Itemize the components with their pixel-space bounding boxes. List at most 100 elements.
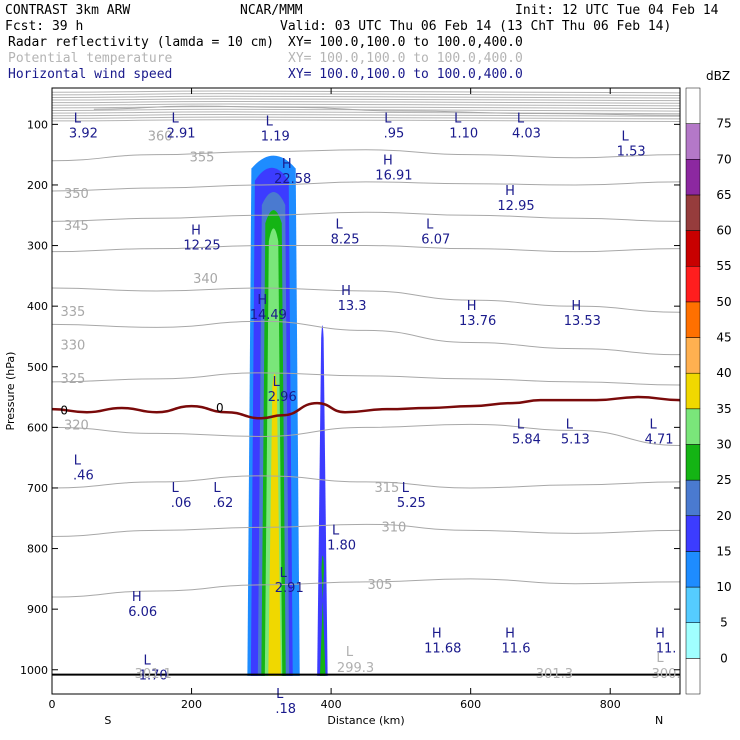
theta-extremum-type: L [656, 651, 664, 666]
wind-extremum-value: 2.91 [167, 126, 196, 141]
wind-extremum-value: 4.03 [512, 126, 541, 141]
wind-extremum-type: H [383, 154, 393, 169]
reflectivity-cell [268, 373, 281, 676]
theta-contour-upper [51, 93, 681, 96]
wind-extremum: L.06 [171, 481, 192, 511]
wind-extremum: L5.25 [397, 481, 426, 511]
wind-extremum: H11. [655, 626, 676, 656]
wind-extremum-type: L [273, 375, 281, 390]
colorbar-unit: dBZ [706, 69, 730, 83]
wind-extremum-value: 11.6 [502, 641, 531, 656]
colorbar-label: 50 [716, 295, 731, 309]
theta-contour-label: 320 [64, 419, 89, 434]
wind-extremum-type: L [332, 523, 340, 538]
colorbar: 0 5 10 15 20 25 30 35 40 45 50 55 60 65 70 75 dBZ [685, 69, 732, 695]
y-tick-label: 600 [27, 421, 48, 434]
theta-contour-label: 345 [64, 219, 89, 234]
y-tick-label: 1000 [20, 664, 48, 677]
wind-extremum: L1.19 [261, 114, 290, 144]
wind-extremum-value: 6.07 [421, 232, 450, 247]
colorbar-swatch [685, 551, 701, 588]
wind-extremum-value: 5.13 [561, 432, 590, 447]
colorbar-label: 60 [716, 224, 731, 238]
wind-extremum: L1.10 [449, 111, 478, 141]
colorbar-swatch [685, 87, 701, 124]
zero-contour-line [51, 395, 681, 420]
wind-extremum-type: L [144, 654, 152, 669]
wind-extremum-type: L [454, 111, 462, 126]
forecast-hour: Fcst: 39 h [5, 19, 83, 34]
y-tick-label: 900 [27, 603, 48, 616]
wind-extremum-value: 3.92 [69, 126, 98, 141]
wind-extremum: L.46 [73, 454, 94, 484]
theta-extremum-value: 301.1 [135, 667, 172, 682]
colorbar-swatch [685, 372, 701, 410]
field-name: Horizontal wind speed [8, 67, 172, 82]
wind-extremum-type: H [132, 590, 142, 605]
wind-extremum-value: 2.96 [268, 390, 297, 405]
theta-contour [51, 149, 681, 162]
colorbar-swatch [685, 408, 701, 445]
y-tick-label: 700 [27, 482, 48, 495]
theta-contour [51, 423, 681, 447]
wind-extremum-value: 11. [656, 641, 677, 656]
theta-contour [51, 245, 681, 253]
field-name: Potential temperature [8, 51, 173, 66]
theta-contour [51, 181, 681, 192]
wind-extremum-value: .95 [384, 126, 405, 141]
wind-extremum-value: 1.10 [449, 126, 478, 141]
wind-extremum-value: 5.84 [512, 432, 541, 447]
theta-contour-upper [51, 108, 681, 112]
model-title: CONTRAST 3km ARW [5, 3, 130, 18]
theta-contour-upper [51, 103, 681, 107]
colorbar-label: 70 [716, 152, 731, 166]
wind-extremum-value: .18 [275, 702, 296, 717]
wind-extremum-type: L [171, 111, 179, 126]
theta-contour-upper [51, 95, 681, 99]
theta-contour-upper [51, 116, 681, 120]
theta-contour [51, 523, 681, 537]
wind-extremum: L8.25 [331, 217, 360, 247]
wind-extremum-value: 1.70 [139, 669, 168, 684]
wind-extremum: H12.95 [497, 184, 534, 214]
colorbar-swatch [685, 194, 701, 231]
wind-extremum: L4.03 [512, 111, 541, 141]
colorbar-swatch [685, 337, 701, 374]
field-xy: XY= 100.0,100.0 to 100.0,400.0 [288, 51, 523, 66]
theta-contour-label: 360 [148, 129, 173, 144]
wind-extremum-value: 22.58 [274, 172, 311, 187]
wind-extremum-type: L [74, 111, 82, 126]
colorbar-label: 40 [716, 366, 731, 380]
field-xy: XY= 100.0,100.0 to 100.0,400.0 [288, 35, 523, 50]
theta-contour [51, 320, 681, 356]
colorbar-swatch [685, 230, 701, 267]
colorbar-label: 55 [716, 259, 731, 273]
wind-extremum-value: 12.95 [497, 199, 534, 214]
wind-extremum: H13.3 [338, 284, 367, 314]
x-tick-label: 800 [600, 698, 621, 711]
theta-extremum-value: 300. [652, 667, 681, 682]
colorbar-swatch [685, 159, 701, 196]
x-tick-label: 200 [181, 698, 202, 711]
reflectivity-cell [317, 325, 328, 676]
wind-extremum-type: L [384, 111, 392, 126]
wind-extremum-value: 13.53 [564, 314, 601, 329]
wind-extremum-type: L [280, 566, 288, 581]
init-time: Init: 12 UTC Tue 04 Feb 14 [515, 3, 719, 18]
colorbar-label: 35 [716, 402, 731, 416]
theta-contour-label: 330 [61, 339, 86, 354]
theta-extremum: 301.3 [536, 667, 573, 682]
x-end-label-left: S [104, 714, 111, 727]
wind-extremum: H16.91 [375, 154, 412, 184]
wind-extremum-type: L [335, 217, 343, 232]
colorbar-swatch [685, 586, 701, 623]
theta-contour-upper [51, 90, 681, 94]
theta-extremum: 301.1 [135, 667, 172, 682]
plot-background [52, 88, 680, 694]
wind-extremum-type: H [571, 299, 581, 314]
wind-extremum-type: L [649, 417, 657, 432]
wind-extremum-type: L [566, 417, 574, 432]
